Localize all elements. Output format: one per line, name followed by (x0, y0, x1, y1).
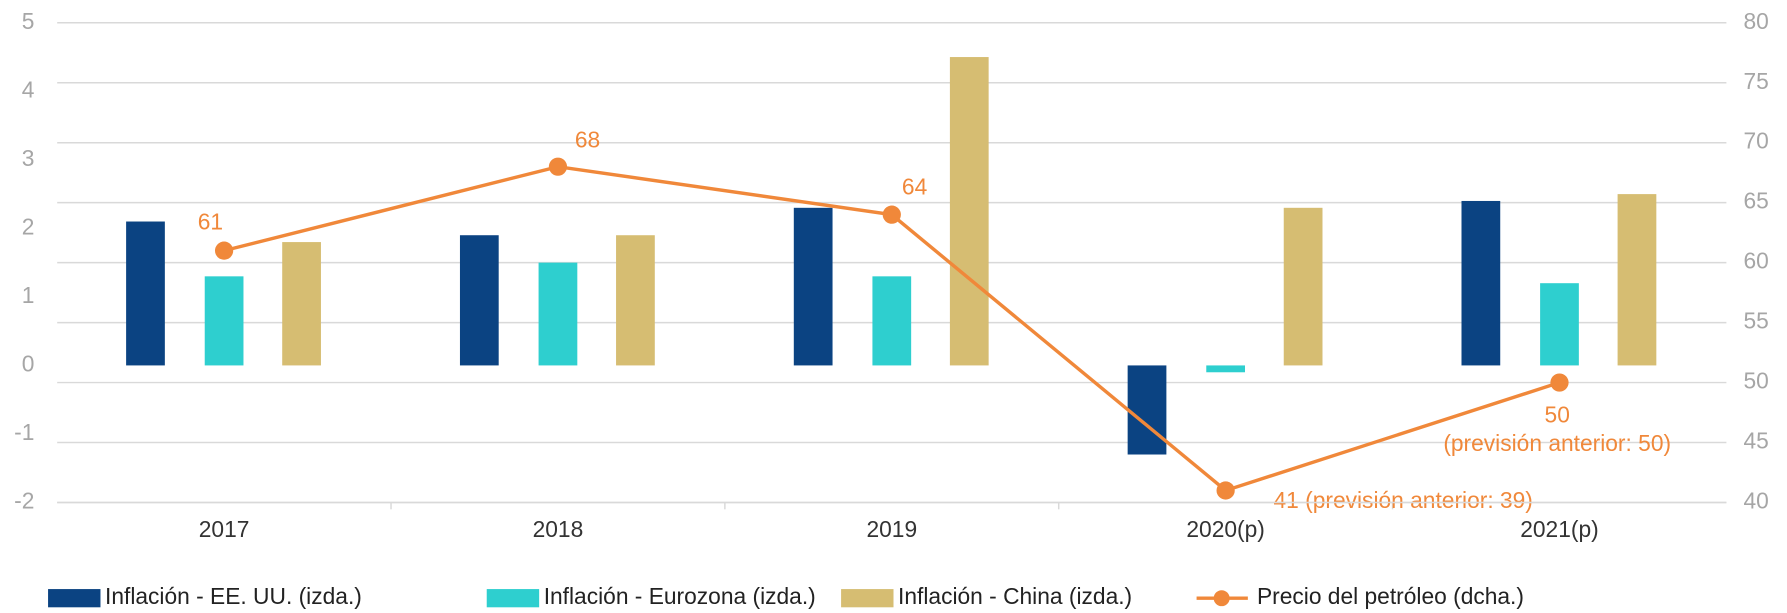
bar (1283, 207, 1323, 366)
y2-tick-label: 65 (1743, 188, 1768, 214)
bar (616, 235, 655, 366)
bar (793, 207, 833, 366)
bar (538, 262, 578, 366)
line-point (882, 205, 901, 224)
legend-label: Inflación - EE. UU. (izda.) (105, 583, 362, 609)
legend-swatch (1213, 590, 1230, 607)
data-label: 50 (previsión anterior: 50) (1443, 402, 1671, 456)
bar (949, 57, 989, 366)
line-point (1550, 373, 1569, 392)
line-point (214, 241, 234, 260)
bar (1617, 194, 1657, 366)
y2-tick-label: 45 (1743, 428, 1768, 454)
y2-tick-label: 75 (1743, 68, 1768, 94)
x-tick-label: 2017 (199, 516, 250, 542)
bar (1206, 365, 1246, 373)
y2-tick-label: 40 (1743, 487, 1768, 513)
y-tick-label: 4 (22, 76, 35, 102)
y2-tick-label: 50 (1743, 368, 1768, 394)
legend-label: Precio del petróleo (dcha.) (1257, 583, 1524, 609)
x-tick-label: 2021(p) (1520, 516, 1598, 542)
data-label: 64 (902, 173, 927, 199)
y2-tick-label: 80 (1743, 8, 1768, 34)
x-tick-label: 2019 (866, 516, 917, 542)
y-tick-label: 5 (22, 8, 35, 34)
data-label: 61 (198, 208, 223, 234)
bar (204, 276, 244, 366)
bar (872, 276, 912, 366)
bar (459, 235, 499, 366)
line-point (1216, 481, 1235, 500)
y2-tick-label: 55 (1743, 308, 1768, 334)
y-tick-label: 1 (22, 282, 35, 308)
data-label: 68 (575, 127, 600, 153)
legend-label: Inflación - Eurozona (izda.) (544, 583, 816, 609)
y-tick-label: 3 (22, 145, 35, 171)
y-tick-label: 0 (22, 350, 35, 376)
line-point (548, 157, 568, 176)
y-tick-label: -2 (14, 487, 34, 513)
y2-tick-label: 60 (1743, 248, 1768, 274)
y-tick-label: 2 (22, 213, 35, 239)
legend-label: Inflación - China (izda.) (898, 583, 1132, 609)
bar (282, 242, 321, 366)
x-tick-label: 2020(p) (1186, 516, 1264, 542)
legend-swatch (486, 589, 540, 608)
y-tick-label: -1 (14, 419, 34, 445)
data-label: 41 (previsión anterior: 39) (1273, 487, 1532, 513)
y2-tick-label: 70 (1743, 128, 1768, 154)
x-tick-label: 2018 (533, 516, 584, 542)
bar (1540, 283, 1579, 366)
bar (1127, 365, 1167, 455)
legend-swatch (48, 589, 101, 608)
bar (1461, 200, 1501, 366)
legend-swatch (841, 589, 894, 608)
bar (126, 221, 165, 366)
